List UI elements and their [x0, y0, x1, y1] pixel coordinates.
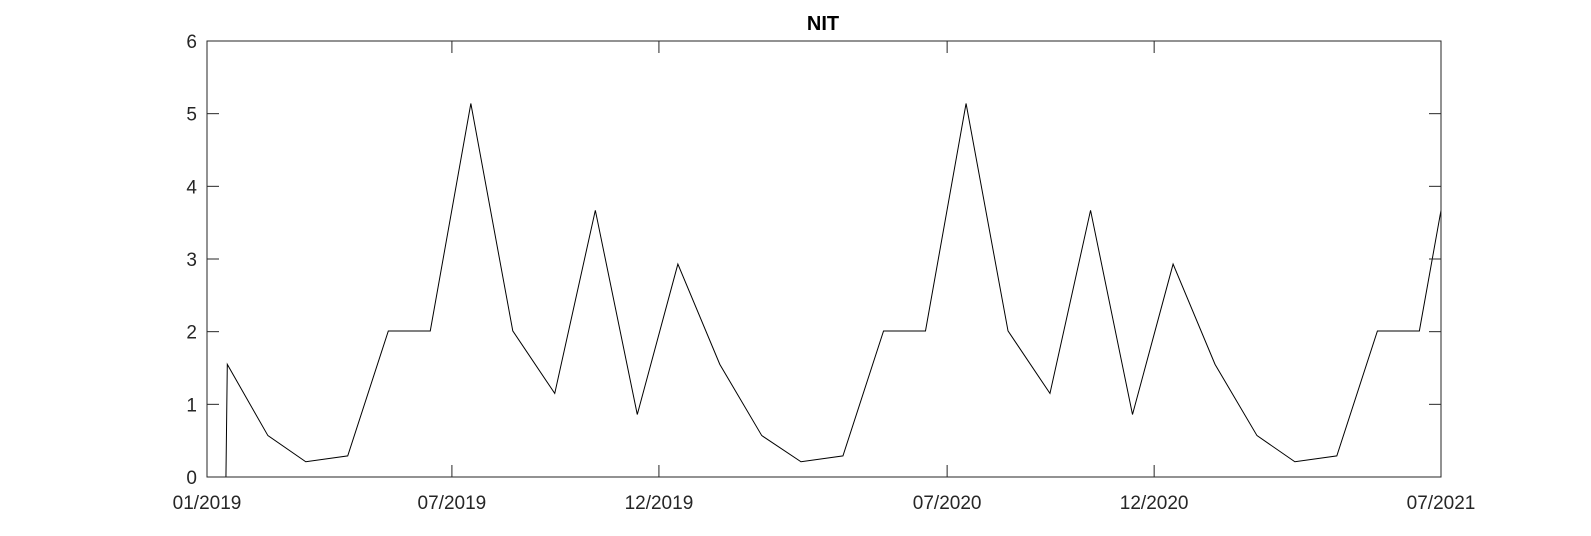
x-tick-label: 07/2020 — [913, 493, 982, 514]
y-tick-label: 3 — [186, 250, 197, 271]
x-tick-label: 12/2020 — [1120, 493, 1189, 514]
x-tick-label: 12/2019 — [625, 493, 694, 514]
x-tick-label: 07/2019 — [418, 493, 487, 514]
y-tick-label: 0 — [186, 468, 197, 489]
plot-area — [207, 103, 1442, 478]
y-tick-label: 4 — [186, 177, 197, 198]
y-tick-label: 5 — [186, 105, 197, 126]
axes-frame — [206, 40, 1442, 478]
x-tick-label: 01/2019 — [173, 493, 242, 514]
series-line-0 — [207, 103, 1442, 478]
x-tick-label: 07/2021 — [1407, 493, 1476, 514]
x-axis: 01/2019 07/2019 12/2019 07/2020 12/2020 07/20… — [173, 41, 1476, 514]
y-axis: 0 1 2 3 4 5 6 — [186, 32, 1441, 489]
y-tick-label: 1 — [186, 395, 197, 416]
chart-title: NIT — [807, 13, 839, 35]
y-tick-label: 6 — [186, 32, 197, 53]
y-tick-label: 2 — [186, 323, 197, 344]
